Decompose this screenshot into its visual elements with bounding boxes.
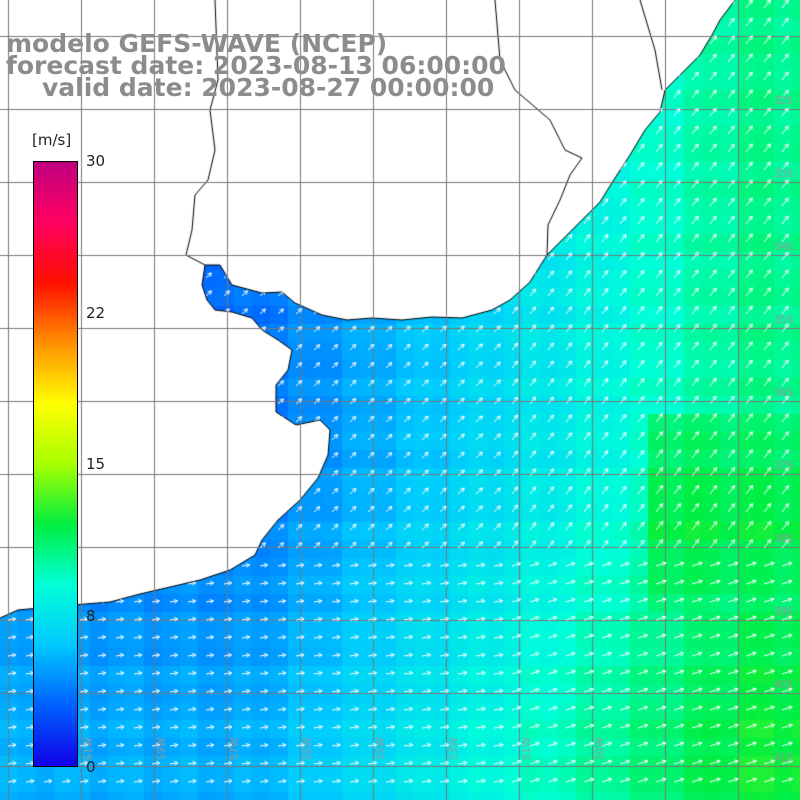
colorbar: [33, 161, 78, 767]
forecast-date: forecast date: 2023-08-13 06:00:00: [6, 51, 506, 80]
colorbar-tick-label: 0: [86, 758, 96, 776]
model-title: modelo GEFS-WAVE (NCEP): [6, 29, 388, 58]
colorbar-tick-label: 30: [86, 152, 106, 170]
valid-date: valid date: 2023-08-27 00:00:00: [42, 73, 495, 102]
colorbar-unit: [m/s]: [32, 131, 72, 149]
colorbar-tick-label: 8: [86, 606, 96, 625]
colorbar-tick-label: 22: [86, 303, 106, 322]
colorbar-tick-label: 15: [86, 455, 106, 473]
